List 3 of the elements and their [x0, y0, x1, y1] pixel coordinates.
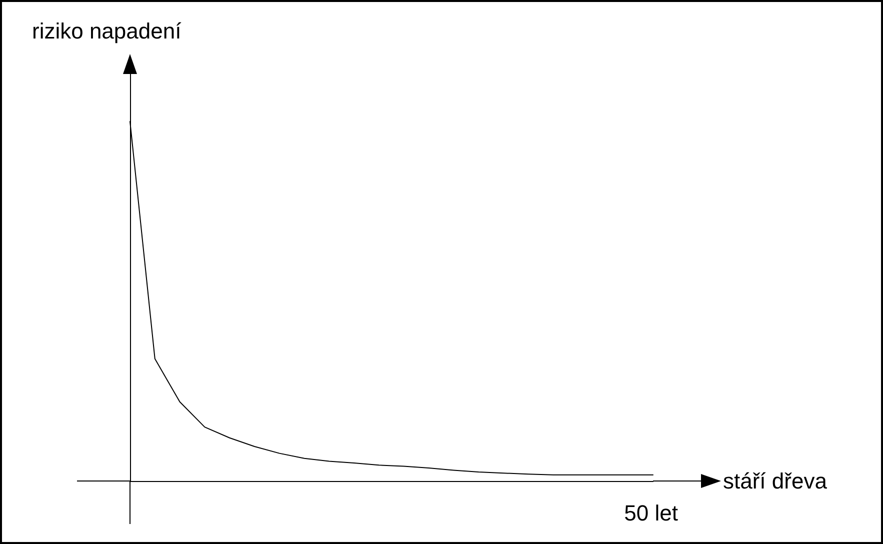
text: 50 let [624, 500, 678, 526]
y-axis-title: riziko napadení [32, 18, 182, 44]
x-axis-title: stáří dřeva [723, 468, 828, 494]
